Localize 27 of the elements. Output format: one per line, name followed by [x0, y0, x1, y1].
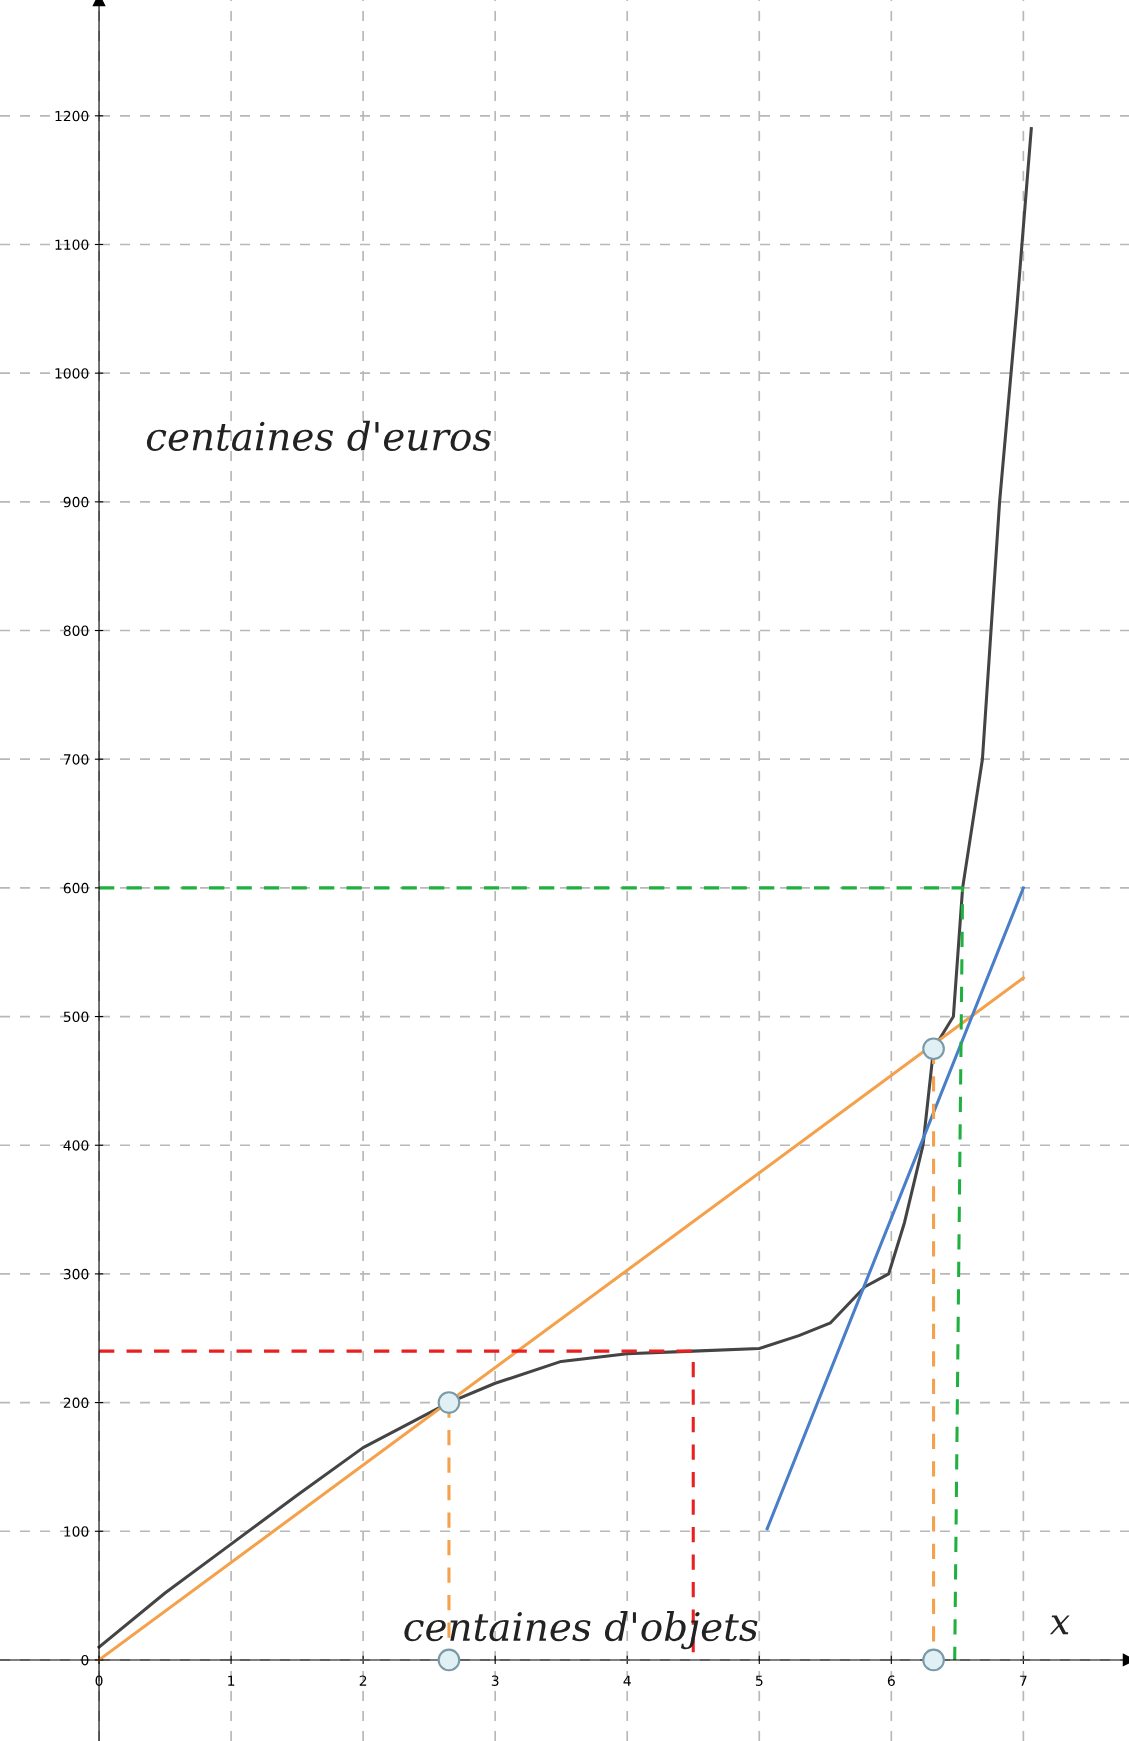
y-tick-label: 700 [63, 754, 89, 765]
y-tick-label: 500 [63, 1011, 89, 1023]
x-tick-label: 7 [1020, 1675, 1027, 1686]
y-tick-label: 900 [63, 496, 89, 508]
y-tick-label: 600 [63, 882, 89, 894]
y-tick-label: 300 [63, 1268, 89, 1280]
x-axis-title: centaines d'objets [404, 1611, 758, 1650]
y-tick-label: 400 [63, 1140, 89, 1151]
point [922, 1648, 945, 1672]
y-tick-label: 200 [63, 1397, 89, 1409]
point [437, 1648, 461, 1672]
x-tick-label: 2 [359, 1675, 367, 1686]
x-tick-label: 5 [755, 1675, 763, 1686]
y-tick-label: 1100 [55, 239, 89, 250]
y-tick-label: 100 [64, 1526, 89, 1537]
y-tick-label: 800 [63, 625, 89, 636]
y-tick-label: 1000 [55, 368, 89, 379]
y-axis-title: centaines d'euros [146, 420, 491, 451]
line-series [97, 127, 1033, 1649]
point [437, 1391, 461, 1414]
x-tick-label: 3 [491, 1675, 499, 1686]
x-tick-label: 6 [887, 1675, 895, 1686]
y-tick-label: 1200 [55, 110, 89, 122]
point [922, 1037, 945, 1061]
annotation: x [1049, 1615, 1070, 1635]
x-tick-label: 4 [623, 1675, 631, 1686]
x-tick-label: 1 [228, 1675, 235, 1686]
